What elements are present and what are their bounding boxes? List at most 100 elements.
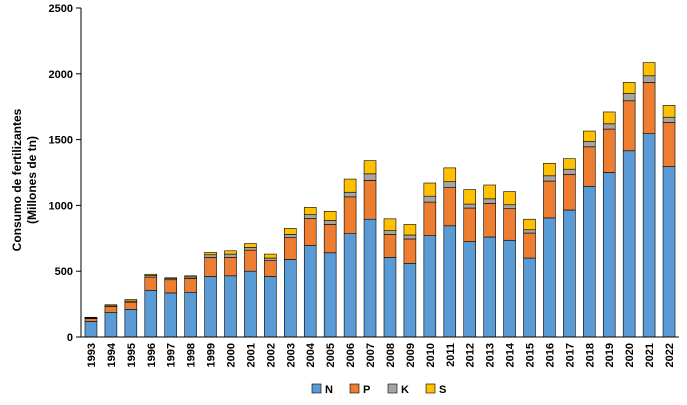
bar-segment-s-2009 [403, 224, 417, 236]
bar-segment-n-2020 [622, 150, 636, 338]
bar-segment-s-2000 [224, 250, 237, 255]
bar-segment-p-2003 [284, 237, 297, 260]
x-tick-label: 1994 [106, 342, 118, 367]
x-tick-label: 1999 [206, 343, 218, 367]
bar-segment-p-1994 [104, 306, 118, 313]
legend-label-s: S [439, 384, 446, 396]
x-tick-label: 2014 [505, 342, 517, 367]
x-tick-label: 2005 [325, 343, 337, 367]
bar-segment-n-2012 [463, 241, 476, 338]
x-tick-label: 2004 [305, 342, 317, 367]
bar-segment-k-2010 [423, 195, 437, 203]
bar-segment-k-2014 [503, 204, 516, 209]
bar-segment-n-2017 [563, 209, 576, 338]
bar-segment-p-2009 [403, 238, 417, 264]
x-tick-label: 2012 [465, 343, 477, 367]
y-axis-label-line-2: (Millones de tn) [25, 136, 39, 224]
bar-segment-s-1999 [204, 252, 217, 256]
bar-segment-n-1993 [84, 321, 98, 338]
bar-segment-p-1996 [144, 276, 158, 291]
bar-segment-p-1997 [164, 279, 177, 294]
bar-segment-s-2021 [642, 62, 656, 77]
x-tick-label: 2015 [525, 343, 537, 367]
bar-segment-n-2005 [323, 252, 337, 338]
bar-segment-n-2000 [224, 275, 237, 338]
x-tick-label: 2022 [664, 343, 676, 367]
bar-segment-p-2002 [264, 260, 277, 277]
bar-segment-k-2007 [363, 173, 377, 181]
bar-segment-n-2015 [523, 257, 536, 338]
bar-segment-s-2019 [602, 111, 616, 125]
bar-segment-k-2005 [323, 220, 337, 225]
bar-segment-n-2004 [303, 245, 317, 338]
bar-segment-p-2015 [523, 232, 536, 259]
bar-segment-k-2001 [244, 247, 257, 251]
bar-segment-n-1996 [144, 289, 158, 338]
bar-segment-k-2004 [303, 214, 317, 219]
bar-segment-p-2018 [583, 146, 596, 187]
bar-segment-p-1999 [204, 257, 217, 277]
bar-segment-n-2010 [423, 235, 437, 338]
bar-segment-s-2002 [264, 253, 277, 259]
y-axis-label-group: Consumo de fertilizantes (Millones de tn… [10, 108, 39, 251]
bar-segment-p-2008 [383, 234, 397, 258]
x-tick-label: 1995 [126, 343, 138, 367]
x-tick-label: 2007 [365, 343, 377, 367]
bar-segment-n-1999 [204, 276, 217, 338]
bar-segment-s-2016 [543, 162, 556, 177]
y-tick-label: 0 [67, 332, 73, 344]
x-tick-label: 2001 [245, 343, 257, 367]
bar-segment-s-2011 [443, 167, 457, 183]
bar-segment-s-2014 [503, 191, 516, 206]
bar-segment-n-2011 [443, 225, 457, 338]
bar-segment-p-2017 [563, 174, 576, 211]
bar-segment-k-2009 [403, 234, 417, 240]
bar-segment-s-2022 [662, 105, 676, 118]
x-tick-label: 2020 [624, 343, 636, 367]
x-tick-label: 1997 [166, 343, 178, 367]
bar-segment-n-2003 [284, 259, 297, 338]
bar-segment-p-2010 [423, 201, 437, 236]
x-tick-label: 1996 [146, 343, 158, 367]
legend-swatch-n [311, 383, 322, 394]
bar-segment-n-2001 [244, 270, 257, 338]
bar-segment-k-2022 [662, 116, 676, 123]
x-tick-label: 2019 [604, 343, 616, 367]
x-tick-label: 2021 [644, 343, 656, 367]
bar-segment-p-2007 [363, 180, 377, 220]
legend-label-n: N [325, 384, 333, 396]
x-tick-label: 2009 [405, 343, 417, 367]
bar-segment-k-1999 [204, 254, 217, 258]
x-tick-label: 2000 [226, 343, 238, 367]
bar-segment-k-2020 [622, 93, 636, 102]
legend-swatch-s [425, 383, 436, 394]
bar-segment-s-2008 [383, 218, 397, 231]
bar-segment-s-2018 [583, 130, 596, 142]
bar-segment-s-2003 [284, 228, 297, 235]
bar-segment-k-2017 [563, 168, 576, 175]
bar-segment-n-2013 [483, 236, 496, 338]
bar-segment-k-2012 [463, 203, 476, 209]
x-tick-label: 2016 [544, 343, 556, 367]
bar-segment-k-2019 [602, 123, 616, 130]
bar-segment-k-2002 [264, 257, 277, 261]
legend-swatch-p [349, 383, 360, 394]
bar-segment-k-2003 [284, 234, 297, 238]
bar-segment-n-1998 [184, 291, 197, 338]
bar-segment-k-2008 [383, 230, 397, 235]
y-tick-label: 2000 [49, 69, 73, 81]
x-tick-label: 2010 [425, 343, 437, 367]
bar-segment-p-2014 [503, 208, 516, 241]
x-tick-label: 1993 [86, 343, 98, 367]
bar-segment-k-2013 [483, 198, 496, 204]
x-tick-label: 2018 [584, 343, 596, 367]
bar-segment-p-2019 [602, 128, 616, 173]
bar-segment-p-2012 [463, 207, 476, 242]
bar-segment-k-2016 [543, 175, 556, 182]
bar-segment-s-1995 [124, 299, 138, 302]
bar-segment-p-2001 [244, 249, 257, 272]
bar-segment-n-2002 [264, 276, 277, 338]
